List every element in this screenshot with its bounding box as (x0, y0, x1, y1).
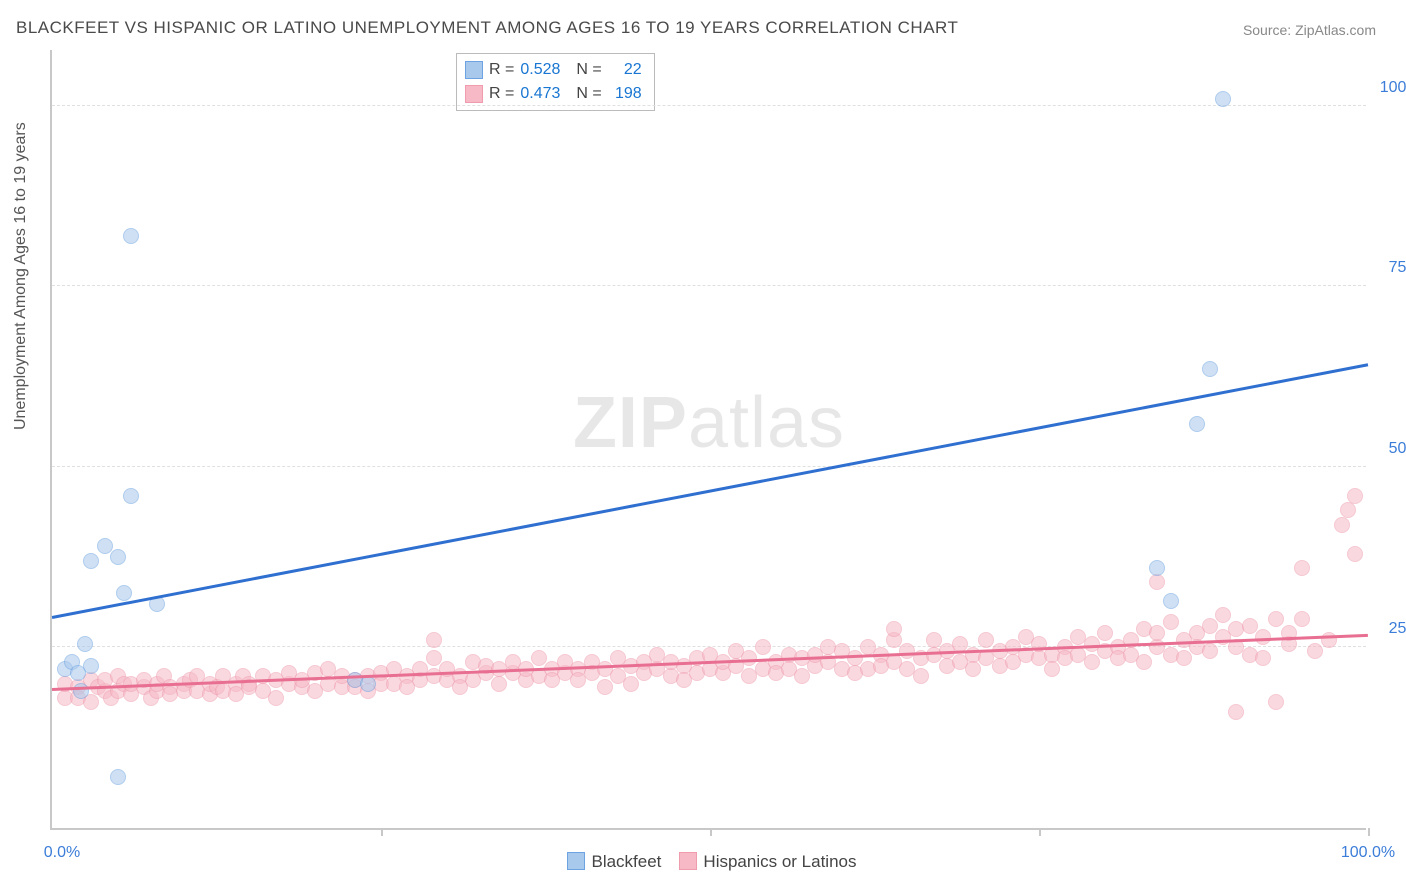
r-value: 0.473 (520, 82, 570, 106)
data-point (83, 658, 99, 674)
data-point (123, 228, 139, 244)
data-point (965, 661, 981, 677)
data-point (110, 769, 126, 785)
data-point (77, 636, 93, 652)
data-point (1294, 611, 1310, 627)
n-value: 198 (608, 82, 642, 106)
legend-row: R =0.473N = 198 (465, 82, 642, 106)
gridline (52, 285, 1366, 286)
source-label: Source: ZipAtlas.com (1243, 22, 1376, 38)
data-point (1215, 91, 1231, 107)
data-point (1163, 614, 1179, 630)
y-axis-label: Unemployment Among Ages 16 to 19 years (12, 122, 30, 430)
legend-label: Blackfeet (591, 852, 661, 871)
data-point (360, 676, 376, 692)
gridline (52, 466, 1366, 467)
legend-swatch (567, 852, 585, 870)
plot-area: ZIPatlas R =0.528N =22R =0.473N =198 25.… (50, 50, 1366, 830)
data-point (1044, 661, 1060, 677)
data-point (1149, 625, 1165, 641)
data-point (1215, 607, 1231, 623)
y-tick-label: 50.0% (1374, 440, 1406, 458)
x-tick-mark (1368, 828, 1370, 836)
watermark: ZIPatlas (573, 382, 845, 464)
y-tick-label: 75.0% (1374, 259, 1406, 277)
data-point (73, 683, 89, 699)
data-point (1228, 704, 1244, 720)
data-point (491, 676, 507, 692)
data-point (116, 585, 132, 601)
data-point (1163, 593, 1179, 609)
data-point (1334, 517, 1350, 533)
data-point (1202, 361, 1218, 377)
x-tick-mark (1039, 828, 1041, 836)
data-point (1176, 650, 1192, 666)
n-label: N = (576, 58, 601, 82)
trend-line (52, 363, 1368, 618)
data-point (1294, 560, 1310, 576)
data-point (1255, 629, 1271, 645)
legend-swatch (465, 61, 483, 79)
n-value: 22 (608, 58, 642, 82)
r-label: R = (489, 82, 514, 106)
data-point (1347, 546, 1363, 562)
data-point (1189, 416, 1205, 432)
legend-row: R =0.528N = 22 (465, 58, 642, 82)
data-point (623, 676, 639, 692)
x-tick-mark (710, 828, 712, 836)
data-point (1347, 488, 1363, 504)
data-point (268, 690, 284, 706)
chart-title: BLACKFEET VS HISPANIC OR LATINO UNEMPLOY… (16, 18, 958, 38)
data-point (1084, 654, 1100, 670)
legend-swatch (465, 85, 483, 103)
data-point (794, 668, 810, 684)
data-point (755, 639, 771, 655)
y-tick-label: 25.0% (1374, 620, 1406, 638)
x-tick-mark (381, 828, 383, 836)
data-point (1136, 654, 1152, 670)
r-value: 0.528 (520, 58, 570, 82)
r-label: R = (489, 58, 514, 82)
legend-label: Hispanics or Latinos (703, 852, 856, 871)
n-label: N = (576, 82, 601, 106)
data-point (913, 668, 929, 684)
data-point (886, 621, 902, 637)
y-tick-label: 100.0% (1374, 79, 1406, 97)
data-point (426, 632, 442, 648)
legend-swatch (679, 852, 697, 870)
gridline (52, 105, 1366, 106)
data-point (1097, 625, 1113, 641)
series-legend: Blackfeet Hispanics or Latinos (0, 852, 1406, 872)
data-point (1255, 650, 1271, 666)
data-point (1307, 643, 1323, 659)
data-point (1149, 574, 1165, 590)
correlation-legend: R =0.528N = 22 R =0.473N = 198 (456, 53, 655, 111)
data-point (123, 488, 139, 504)
data-point (1340, 502, 1356, 518)
data-point (110, 549, 126, 565)
data-point (1149, 560, 1165, 576)
data-point (83, 553, 99, 569)
data-point (1202, 643, 1218, 659)
data-point (1268, 611, 1284, 627)
data-point (597, 679, 613, 695)
data-point (1268, 694, 1284, 710)
